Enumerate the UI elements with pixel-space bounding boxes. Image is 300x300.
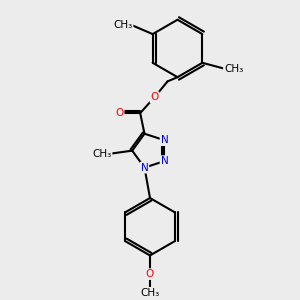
Text: CH₃: CH₃ [140,288,160,298]
Text: CH₃: CH₃ [113,20,133,31]
Text: N: N [160,135,168,145]
Text: N: N [141,163,148,172]
Text: CH₃: CH₃ [92,148,112,158]
Text: O: O [116,108,124,118]
Text: O: O [146,269,154,279]
Text: N: N [160,156,168,166]
Text: O: O [150,92,159,102]
Text: CH₃: CH₃ [224,64,243,74]
